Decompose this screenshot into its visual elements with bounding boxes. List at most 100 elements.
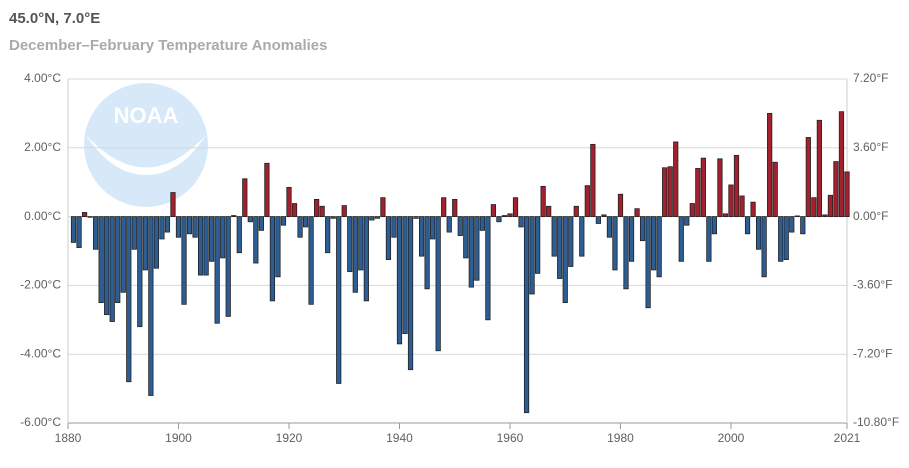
- bar: [120, 216, 126, 293]
- bar: [402, 216, 408, 334]
- bar: [104, 216, 110, 316]
- bar: [131, 216, 137, 250]
- bar: [645, 216, 651, 309]
- bar: [512, 197, 519, 217]
- bar: [562, 216, 568, 304]
- bar: [186, 216, 193, 235]
- bar: [496, 216, 502, 223]
- bar: [695, 168, 701, 218]
- bar: [98, 216, 104, 304]
- bar: [689, 203, 695, 217]
- x-tick-label: 1940: [386, 431, 413, 445]
- y2-tick-label: 7.20°F: [853, 71, 888, 85]
- bar: [70, 216, 77, 243]
- bar: [247, 216, 253, 223]
- bar: [280, 216, 287, 226]
- bar: [767, 113, 773, 217]
- bar: [142, 216, 148, 271]
- bar: [302, 216, 309, 228]
- noaa-logo: NOAA: [84, 83, 208, 207]
- logo-text: NOAA: [114, 103, 179, 128]
- bar: [579, 216, 585, 257]
- y-tick-label: -4.00°C: [20, 346, 61, 360]
- y2-tick-label: -3.60°F: [853, 278, 892, 292]
- y2-tick-label: 0.00°F: [853, 209, 888, 223]
- chart-title: 45.0°N, 7.0°E: [9, 10, 100, 27]
- bar: [225, 216, 231, 317]
- bar: [805, 137, 811, 217]
- bar: [662, 167, 668, 217]
- y-tick-label: 2.00°C: [24, 140, 61, 154]
- bar: [181, 216, 187, 305]
- bar: [783, 216, 789, 261]
- bar: [341, 205, 347, 217]
- bar: [557, 216, 563, 279]
- bar: [778, 216, 784, 262]
- bar: [739, 195, 745, 218]
- bar: [474, 216, 480, 281]
- bar: [137, 216, 143, 328]
- bar: [590, 143, 596, 217]
- bar: [424, 216, 430, 290]
- bar: [396, 216, 403, 345]
- bar: [811, 197, 817, 217]
- bar: [159, 216, 165, 240]
- bar: [319, 205, 325, 217]
- bar: [175, 216, 182, 238]
- bar: [380, 197, 386, 217]
- bar: [269, 216, 276, 302]
- bar: [623, 216, 629, 290]
- x-tick-label: 1980: [607, 431, 634, 445]
- bar: [264, 162, 270, 217]
- bar: [507, 213, 513, 218]
- bar: [639, 216, 646, 242]
- bar: [800, 216, 806, 235]
- bar: [490, 204, 497, 217]
- bar: [518, 216, 524, 228]
- bar: [87, 216, 93, 218]
- bar: [568, 216, 574, 267]
- bar: [523, 216, 530, 414]
- bar: [501, 215, 508, 217]
- bar: [446, 216, 452, 233]
- bar: [838, 111, 845, 217]
- bar: [816, 119, 822, 217]
- bar: [275, 216, 281, 278]
- bar: [755, 216, 762, 250]
- bar: [628, 216, 635, 262]
- bar: [358, 216, 364, 271]
- bar: [700, 157, 706, 217]
- x-tick-label: 1880: [55, 431, 82, 445]
- bar: [347, 216, 353, 273]
- bar: [203, 216, 209, 276]
- bar: [656, 216, 662, 278]
- bar: [170, 192, 176, 218]
- y-tick-label: 0.00°C: [24, 209, 61, 223]
- bar: [529, 216, 535, 295]
- bar: [435, 216, 441, 352]
- bar: [325, 216, 331, 254]
- bar: [551, 216, 557, 257]
- bar: [761, 216, 767, 278]
- bar: [678, 216, 684, 262]
- bar: [744, 216, 751, 235]
- bar: [231, 215, 237, 217]
- bar: [684, 216, 690, 226]
- bar: [352, 216, 358, 293]
- bar: [391, 216, 397, 238]
- bar: [258, 216, 264, 231]
- bar: [601, 214, 607, 218]
- bar: [479, 216, 485, 231]
- bar: [606, 216, 613, 238]
- bar: [673, 141, 679, 217]
- bar: [733, 154, 740, 217]
- bar: [407, 216, 414, 371]
- bar: [253, 216, 259, 264]
- x-tick-label: 2021: [834, 431, 861, 445]
- bar: [148, 216, 154, 396]
- bar: [728, 184, 734, 217]
- bar: [706, 216, 712, 262]
- x-tick-label: 1900: [165, 431, 192, 445]
- bar: [209, 216, 215, 262]
- chart-subtitle: December–February Temperature Anomalies: [9, 37, 327, 54]
